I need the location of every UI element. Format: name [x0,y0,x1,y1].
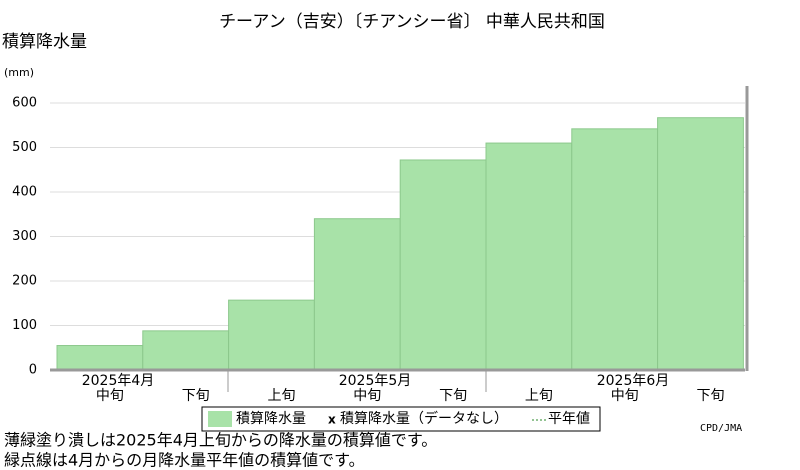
x-tick-label: 下旬 [439,388,467,404]
y-axis-label: 積算降水量 [2,32,87,52]
credit: CPD/JMA [700,423,742,434]
month-label: 2025年4月 [82,373,155,389]
legend-symbol: x [328,413,336,427]
legend-swatch [208,411,232,427]
month-label: 2025年5月 [339,373,412,389]
legend-label: 平年値 [548,411,590,427]
y-tick-label: 0 [29,363,37,378]
x-tick-label: 中旬 [353,388,381,404]
note: 薄緑塗り潰しは2025年4月上旬からの降水量の積算値です。 [4,431,437,450]
y-tick-label: 200 [12,274,37,289]
step-bar [399,159,487,371]
x-tick-label: 上旬 [525,388,553,404]
y-axis-unit: (mm) [4,66,34,79]
step-bar [228,299,315,371]
legend-label: 積算降水量（データなし） [340,410,508,427]
x-tick-label: 中旬 [96,388,124,404]
step-bar [485,142,573,371]
legend-label: 積算降水量 [236,411,306,427]
x-tick-label: 上旬 [268,388,296,404]
y-tick-label: 600 [12,96,37,111]
x-tick-label: 中旬 [611,388,639,404]
legend-box [201,406,601,432]
step-bar [56,345,144,371]
chart-title: チーアン（吉安）〔チアンシー省〕 中華人民共和国 [219,12,605,32]
y-tick-label: 500 [12,140,37,155]
note: 緑点線は4月からの月降水量平年値の積算値です。 [4,451,365,470]
step-bar [313,218,401,371]
x-tick-label: 下旬 [182,388,210,404]
month-label: 2025年6月 [597,373,670,389]
step-bar [657,117,744,371]
y-tick-label: 300 [12,229,37,244]
step-bar [571,128,659,371]
step-bar [142,330,230,371]
y-tick-label: 100 [12,318,37,333]
x-tick-label: 下旬 [697,388,725,404]
y-tick-label: 400 [12,185,37,200]
